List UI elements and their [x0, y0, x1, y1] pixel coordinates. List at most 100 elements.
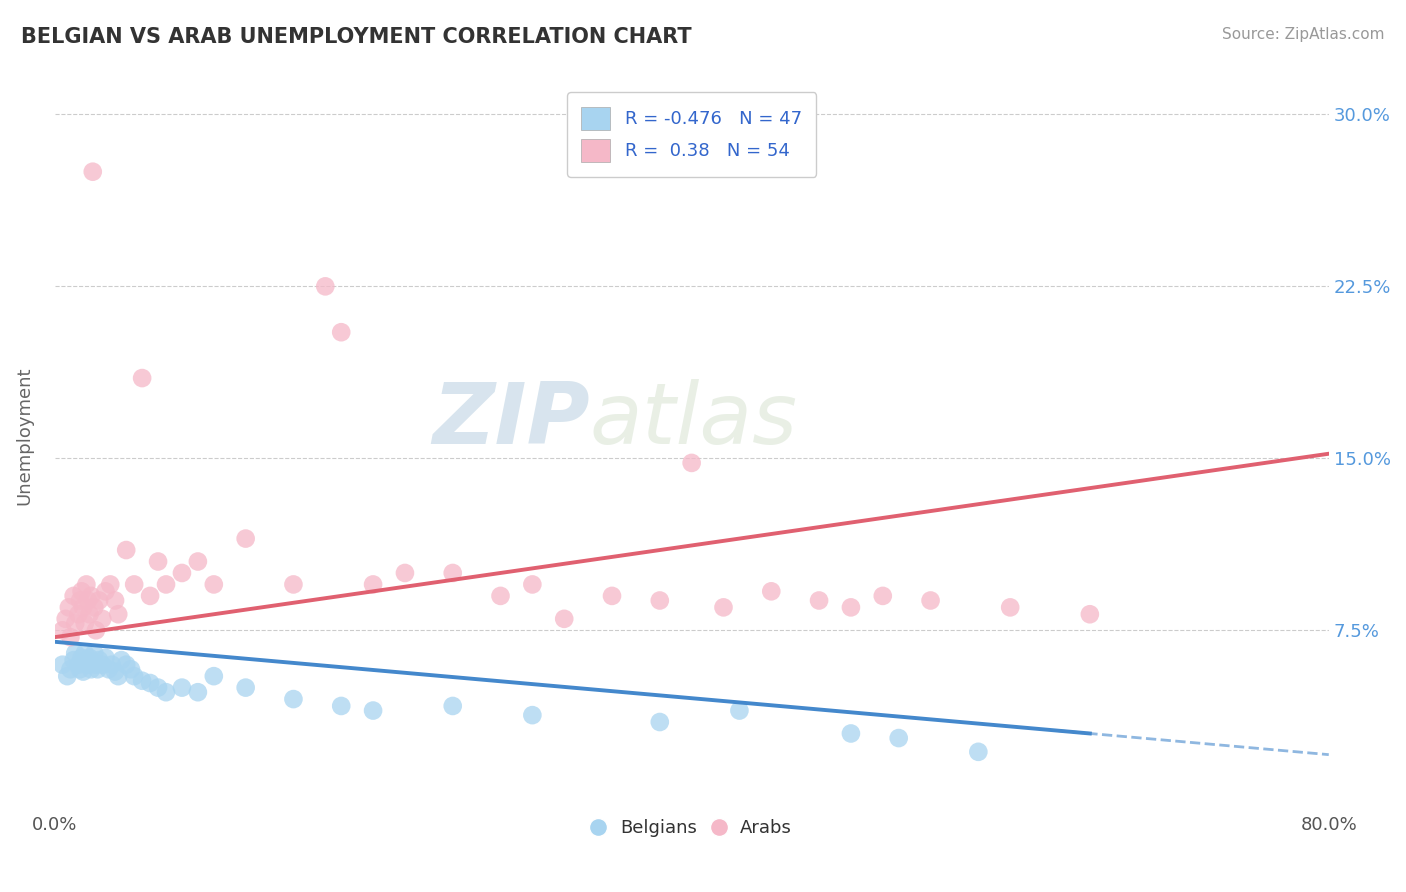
Point — [839, 600, 862, 615]
Point — [330, 325, 353, 339]
Point — [79, 607, 101, 622]
Point — [122, 577, 145, 591]
Point — [91, 657, 114, 672]
Point — [887, 731, 910, 745]
Point — [202, 577, 225, 591]
Point — [67, 657, 90, 672]
Point — [314, 279, 336, 293]
Point — [122, 669, 145, 683]
Point — [65, 646, 87, 660]
Point — [59, 630, 82, 644]
Point — [55, 612, 77, 626]
Point — [170, 566, 193, 580]
Point — [146, 681, 169, 695]
Point — [600, 589, 623, 603]
Point — [62, 653, 84, 667]
Point — [361, 577, 384, 591]
Point — [1078, 607, 1101, 622]
Point — [115, 657, 138, 672]
Point — [82, 656, 104, 670]
Point — [330, 698, 353, 713]
Point — [84, 657, 107, 672]
Point — [139, 589, 162, 603]
Point — [94, 650, 117, 665]
Point — [146, 554, 169, 568]
Point — [51, 624, 73, 638]
Text: ZIP: ZIP — [432, 379, 589, 462]
Point — [59, 662, 82, 676]
Point — [713, 600, 735, 615]
Point — [80, 589, 103, 603]
Point — [872, 589, 894, 603]
Text: atlas: atlas — [589, 379, 797, 462]
Point — [187, 554, 209, 568]
Point — [86, 662, 108, 676]
Point — [394, 566, 416, 580]
Point — [361, 704, 384, 718]
Point — [115, 543, 138, 558]
Point — [83, 600, 105, 615]
Point — [131, 371, 153, 385]
Point — [75, 653, 97, 667]
Point — [75, 577, 97, 591]
Point — [82, 164, 104, 178]
Point — [728, 704, 751, 718]
Point — [98, 577, 121, 591]
Point — [761, 584, 783, 599]
Point — [553, 612, 575, 626]
Y-axis label: Unemployment: Unemployment — [15, 366, 32, 505]
Point — [80, 662, 103, 676]
Point — [110, 653, 132, 667]
Point — [920, 593, 942, 607]
Point — [84, 624, 107, 638]
Point — [235, 532, 257, 546]
Point — [79, 650, 101, 665]
Point — [83, 646, 105, 660]
Point — [65, 616, 87, 631]
Point — [67, 607, 90, 622]
Point — [51, 657, 73, 672]
Point — [187, 685, 209, 699]
Point — [94, 584, 117, 599]
Point — [56, 669, 79, 683]
Point — [120, 662, 142, 676]
Point — [101, 657, 124, 672]
Point — [839, 726, 862, 740]
Point — [91, 612, 114, 626]
Point — [107, 607, 129, 622]
Point — [283, 577, 305, 591]
Point — [155, 685, 177, 699]
Point — [648, 593, 671, 607]
Point — [522, 708, 544, 723]
Text: Source: ZipAtlas.com: Source: ZipAtlas.com — [1222, 27, 1385, 42]
Point — [967, 745, 990, 759]
Point — [489, 589, 512, 603]
Point — [73, 646, 96, 660]
Point — [89, 593, 111, 607]
Point — [441, 698, 464, 713]
Point — [62, 589, 84, 603]
Point — [73, 616, 96, 631]
Point — [441, 566, 464, 580]
Legend: Belgians, Arabs: Belgians, Arabs — [583, 812, 800, 845]
Point — [77, 593, 100, 607]
Point — [72, 600, 94, 615]
Point — [522, 577, 544, 591]
Point — [139, 676, 162, 690]
Point — [155, 577, 177, 591]
Point — [235, 681, 257, 695]
Point — [77, 657, 100, 672]
Point — [89, 653, 111, 667]
Point — [107, 669, 129, 683]
Point — [70, 650, 93, 665]
Point — [808, 593, 831, 607]
Point — [69, 662, 91, 676]
Point — [97, 662, 120, 676]
Point — [69, 593, 91, 607]
Point — [648, 714, 671, 729]
Point — [104, 665, 127, 679]
Point — [681, 456, 703, 470]
Point — [58, 600, 80, 615]
Point — [70, 584, 93, 599]
Text: BELGIAN VS ARAB UNEMPLOYMENT CORRELATION CHART: BELGIAN VS ARAB UNEMPLOYMENT CORRELATION… — [21, 27, 692, 46]
